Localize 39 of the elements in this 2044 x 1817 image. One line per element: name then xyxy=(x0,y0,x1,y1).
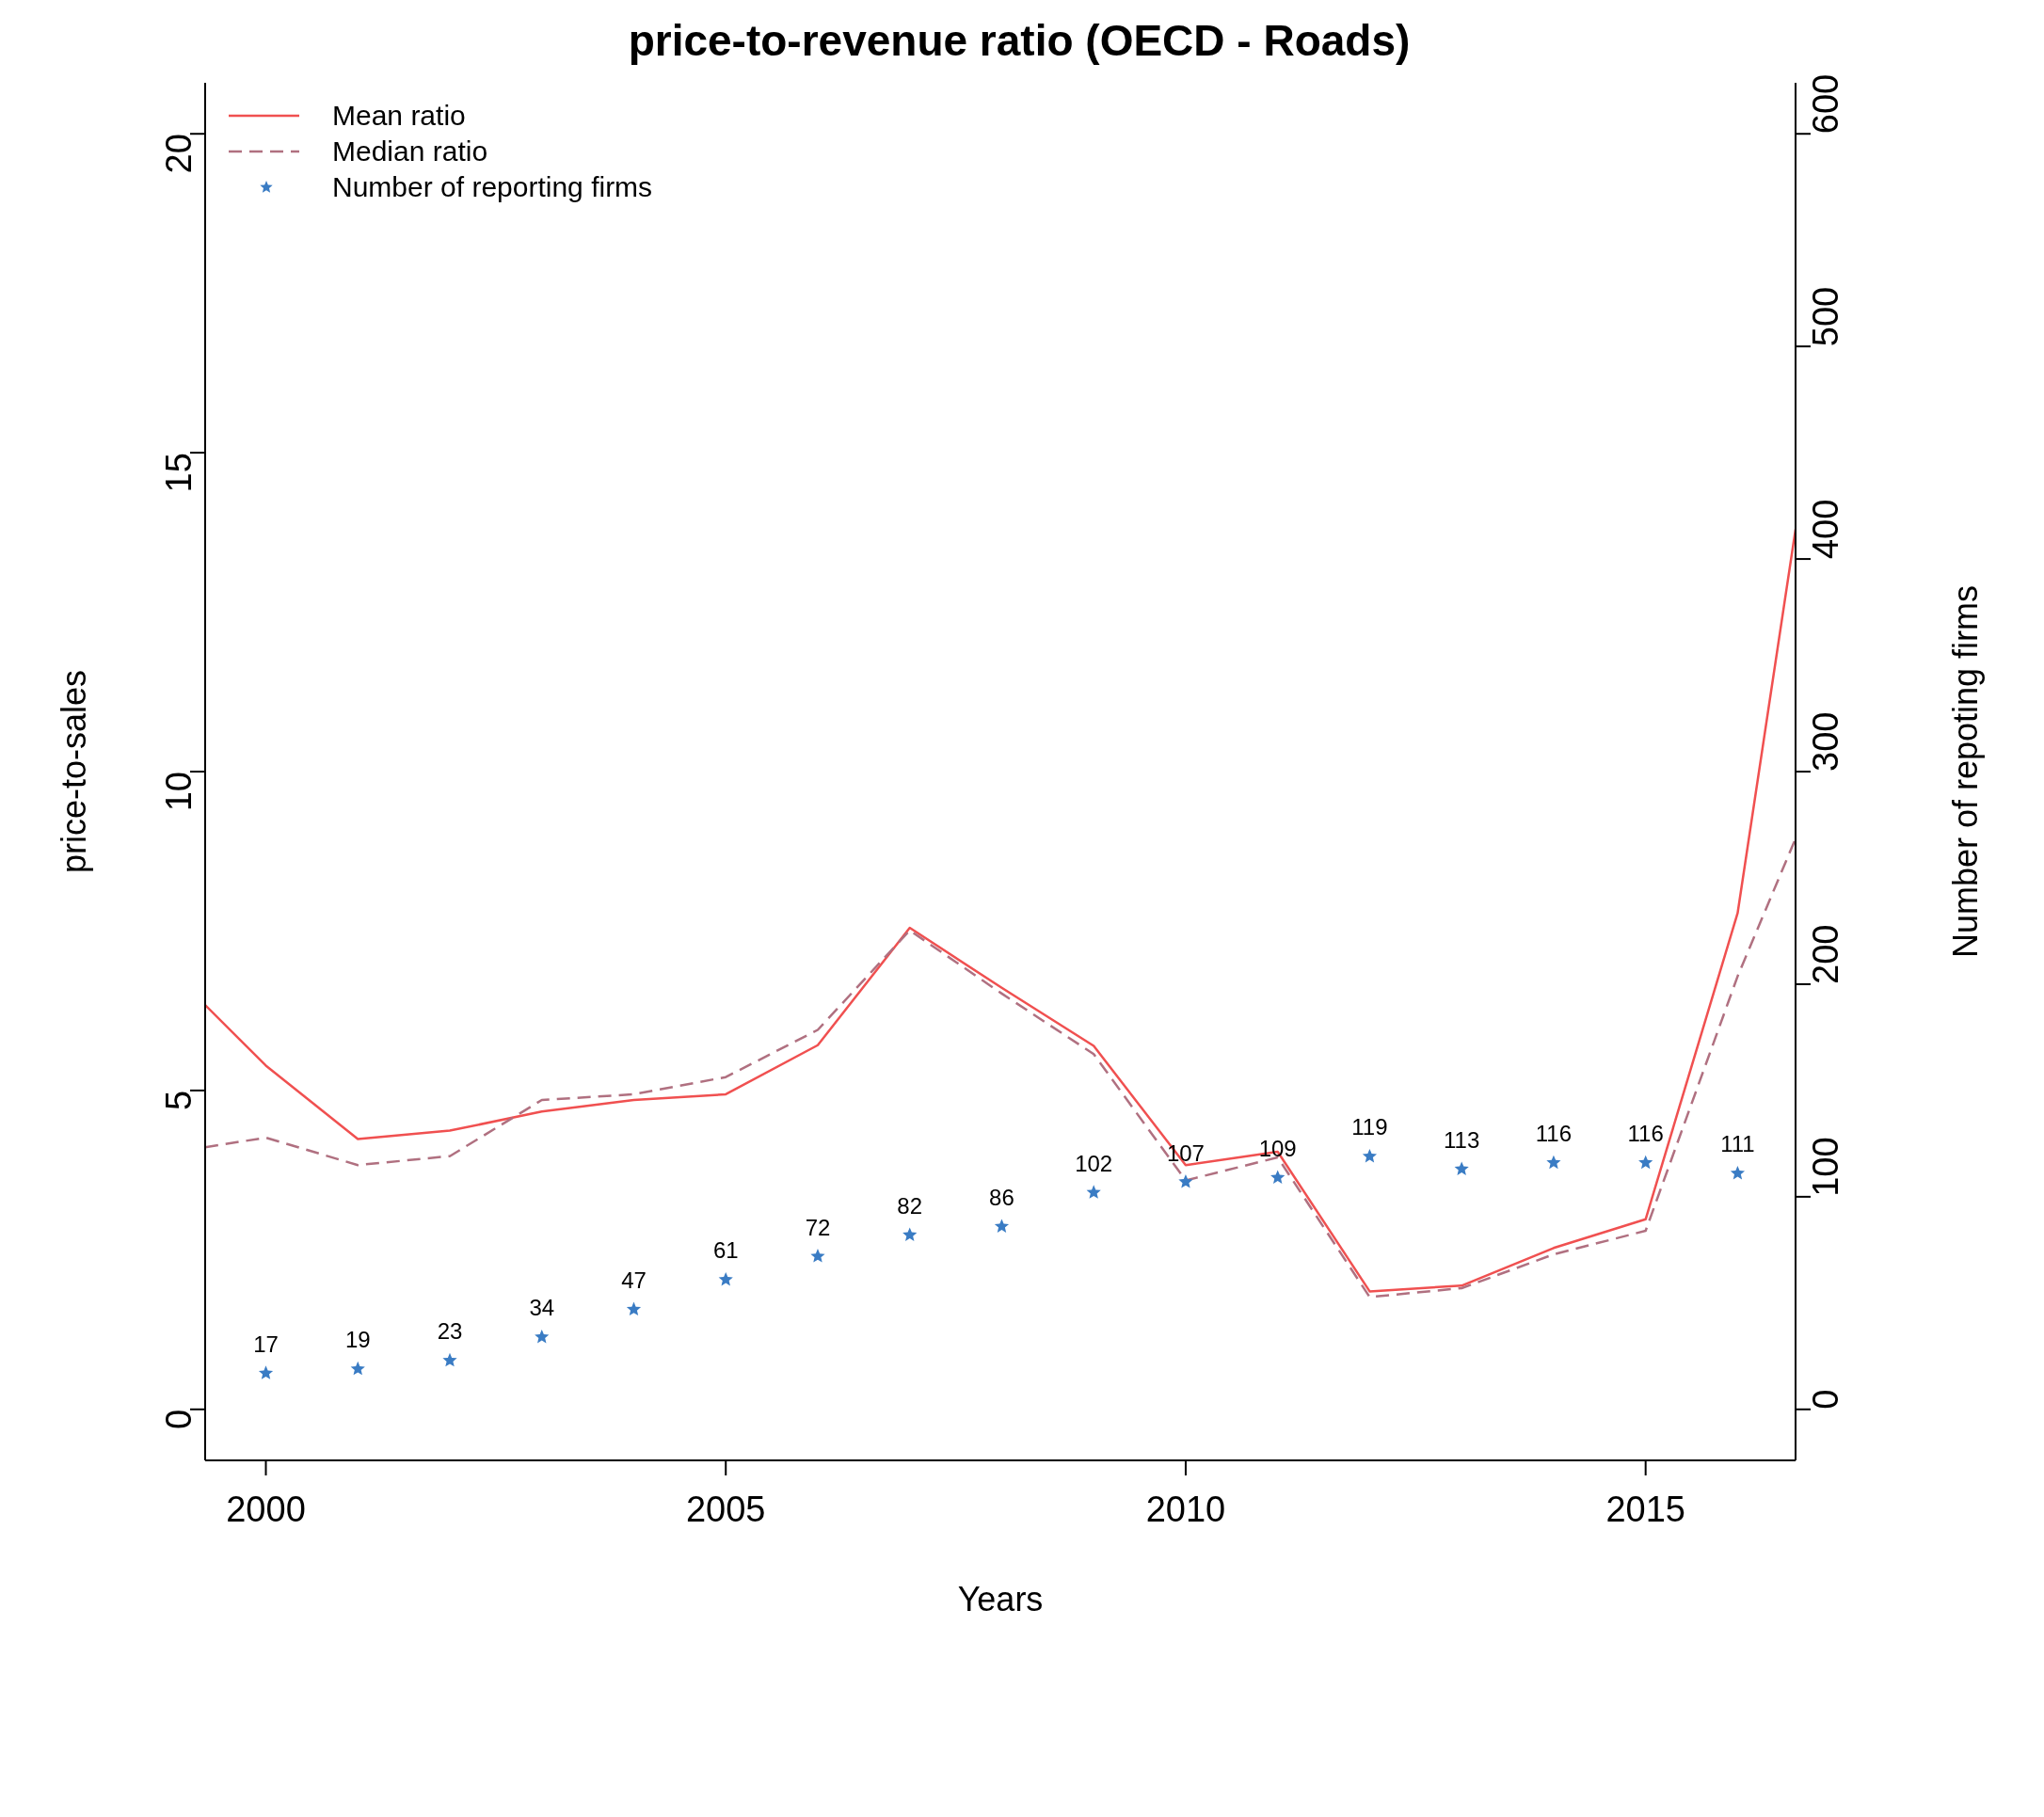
data-label: 72 xyxy=(805,1214,831,1240)
data-label: 116 xyxy=(1535,1121,1573,1147)
x-tick-label: 2015 xyxy=(1605,1489,1685,1529)
data-label: 102 xyxy=(1075,1150,1113,1176)
y-tick-label: 20 xyxy=(159,134,200,174)
y-tick-label: 0 xyxy=(159,1409,200,1429)
data-label: 47 xyxy=(621,1267,647,1294)
y2-tick-label: 600 xyxy=(1806,73,1846,135)
data-label: 119 xyxy=(1351,1114,1388,1140)
y-axis-title: price-to-sales xyxy=(54,669,93,874)
data-label: 113 xyxy=(1444,1126,1480,1153)
data-label: 34 xyxy=(529,1295,555,1321)
data-label: 61 xyxy=(712,1237,739,1264)
y2-tick-label: 500 xyxy=(1806,286,1846,347)
y2-tick-label: 100 xyxy=(1806,1137,1846,1197)
data-label: 86 xyxy=(989,1184,1014,1210)
data-label: 111 xyxy=(1720,1131,1755,1157)
y2-tick-label: 400 xyxy=(1806,499,1846,560)
legend-label: Number of reporting firms xyxy=(332,171,653,203)
x-tick-label: 2010 xyxy=(1145,1489,1226,1529)
legend-label: Median ratio xyxy=(332,135,488,167)
data-label: 82 xyxy=(897,1193,923,1219)
y2-axis-title: Number of repoting firms xyxy=(1945,584,1985,959)
y-tick-label: 15 xyxy=(159,453,200,493)
x-tick-label: 2000 xyxy=(226,1489,306,1529)
y2-tick-label: 0 xyxy=(1806,1389,1846,1410)
chart-title: price-to-revenue ratio (OECD - Roads) xyxy=(627,15,1412,66)
legend-label: Mean ratio xyxy=(332,100,466,132)
x-tick-label: 2005 xyxy=(685,1489,766,1529)
y2-tick-label: 200 xyxy=(1806,924,1846,984)
data-label: 17 xyxy=(253,1331,279,1357)
data-label: 109 xyxy=(1258,1136,1297,1162)
x-axis-title: Years xyxy=(957,1580,1044,1618)
y2-tick-label: 300 xyxy=(1806,711,1846,772)
y-tick-label: 10 xyxy=(159,772,200,812)
data-label: 116 xyxy=(1627,1121,1664,1147)
data-label: 23 xyxy=(437,1318,463,1345)
data-label: 19 xyxy=(344,1327,371,1353)
y-tick-label: 5 xyxy=(159,1090,200,1111)
